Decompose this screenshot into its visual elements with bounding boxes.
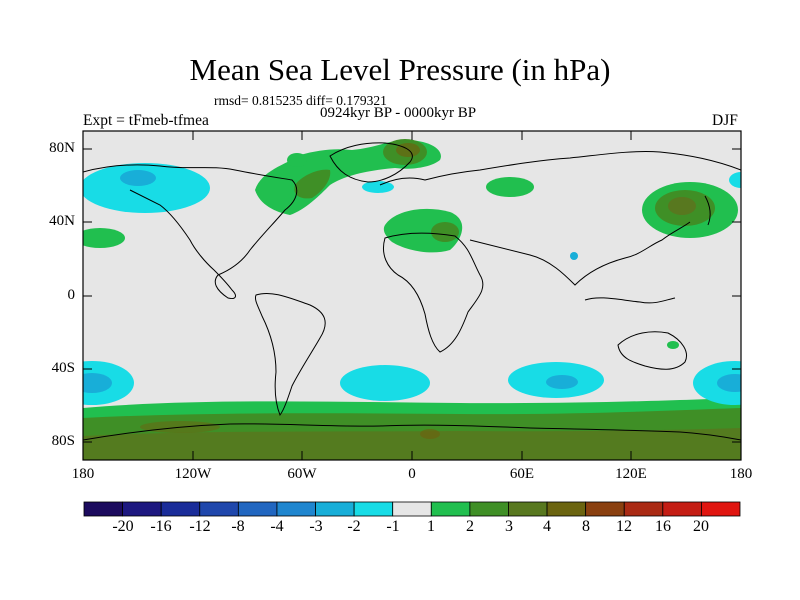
colorbar-segment	[315, 501, 355, 517]
lat-label-40s: 40S	[51, 360, 75, 376]
colorbar-label: 20	[693, 518, 709, 535]
colorbar-segment	[199, 501, 239, 517]
low-north-east	[729, 172, 741, 188]
lat-label-80s: 80S	[51, 433, 75, 449]
low-india	[570, 252, 578, 260]
lat-label-80n: 80N	[49, 140, 75, 156]
low-south-pacific-core	[83, 373, 112, 393]
season-label: DJF	[712, 112, 738, 129]
low-north-pacific	[83, 163, 210, 213]
coastlines	[83, 142, 741, 441]
southern-band-strong-2	[83, 428, 741, 460]
colorbar-label: -4	[270, 518, 284, 535]
colorbar-label: -16	[150, 518, 172, 535]
colorbar-segment	[160, 501, 201, 517]
axis-ticks	[83, 131, 741, 460]
colorbar-label: -2	[347, 518, 361, 535]
coast-greenland	[329, 142, 413, 183]
colorbar-label: -1	[386, 518, 400, 535]
colorbar-segment	[701, 501, 741, 517]
high-east-asia-core	[668, 197, 696, 215]
antarctic-max-2	[420, 429, 440, 439]
colorbar-segment	[276, 501, 316, 517]
colorbar-segment	[508, 501, 548, 517]
colorbar-segment	[546, 501, 587, 517]
colorbar-label: 8	[582, 518, 590, 535]
low-south-atlantic	[340, 365, 430, 401]
map-title: Mean Sea Level Pressure (in hPa)	[189, 52, 611, 87]
colorbar	[83, 501, 741, 517]
colorbar-label: 1	[427, 518, 435, 535]
colorbar-segment	[623, 501, 664, 517]
map-area	[83, 131, 741, 460]
colorbar-segment	[662, 501, 702, 517]
coast-japan	[704, 195, 711, 226]
colorbar-label: -3	[309, 518, 323, 535]
low-south-indian-core	[546, 375, 578, 389]
colorbar-segment	[122, 501, 162, 517]
coast-south-america	[255, 292, 326, 416]
lon-label-60e: 60E	[509, 466, 535, 482]
lon-label-120e: 120E	[615, 466, 647, 482]
colorbar-segment	[392, 501, 432, 517]
low-north-pacific-core	[120, 170, 156, 186]
low-south-east-core	[717, 374, 741, 392]
coast-north-america	[83, 164, 298, 299]
colorbar-segment	[83, 501, 123, 517]
colorbar-segment	[237, 501, 278, 517]
colorbar-label: 2	[466, 518, 474, 535]
lon-label-120w: 120W	[174, 466, 212, 482]
coast-australia	[617, 331, 687, 370]
period-text: 0924kyr BP - 0000kyr BP	[320, 105, 477, 121]
colorbar-segment	[469, 501, 509, 517]
colorbar-label: -20	[112, 518, 134, 535]
lat-label-eq: 0	[67, 287, 76, 303]
colorbar-label: 16	[655, 518, 671, 535]
colorbar-label: 3	[505, 518, 513, 535]
colorbar-label: 4	[543, 518, 551, 535]
colorbar-label: 12	[616, 518, 632, 535]
lon-label-60w: 60W	[287, 466, 317, 482]
coast-eurasia	[379, 151, 741, 186]
coast-antarctica	[83, 423, 741, 441]
high-mediterranean-mid	[431, 222, 459, 242]
lon-label-0: 0	[408, 466, 416, 482]
colorbar-segment	[430, 501, 471, 517]
high-central-asia	[486, 177, 534, 197]
high-north-atlantic-mid	[294, 169, 331, 199]
high-alaska	[287, 153, 307, 167]
stats-text: rmsd= 0.815235 diff= 0.179321	[214, 93, 387, 108]
lat-label-40n: 40N	[49, 213, 75, 229]
coast-indonesia	[584, 297, 676, 304]
high-australia	[667, 341, 679, 349]
high-west-pacific	[83, 228, 125, 248]
coast-africa	[383, 232, 484, 353]
colorbar-segment	[585, 501, 625, 517]
experiment-label: Expt = tFmeb-tfmea	[83, 112, 209, 129]
lon-label-180e: 180	[729, 466, 753, 482]
colorbar-segment	[353, 501, 394, 517]
coast-south-asia	[469, 221, 691, 286]
colorbar-label: -8	[231, 518, 245, 535]
colorbar-label: -12	[189, 518, 211, 535]
low-north-atlantic	[362, 181, 394, 193]
lon-label-180w: 180	[71, 466, 95, 482]
